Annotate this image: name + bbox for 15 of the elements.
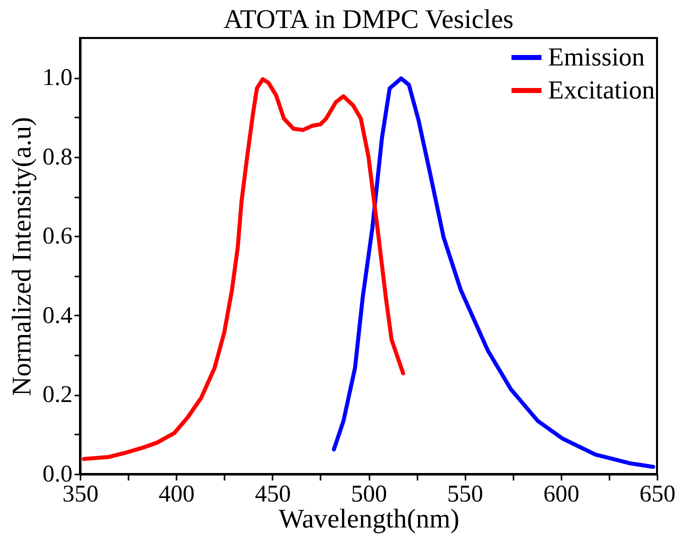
y-tick-label: 0.2 — [42, 382, 72, 408]
chart-title: ATOTA in DMPC Vesicles — [223, 4, 514, 34]
x-tick-label: 650 — [640, 482, 676, 508]
legend-label: Excitation — [548, 76, 655, 104]
x-tick-label: 400 — [158, 482, 195, 508]
x-tick-label: 350 — [62, 482, 98, 508]
y-tick-label: 1.0 — [42, 65, 72, 92]
y-tick-label: 0.4 — [42, 302, 72, 329]
line-series — [332, 76, 656, 469]
y-axis-title: Normalized Intensity(a.u) — [6, 117, 36, 396]
x-tick-label: 600 — [543, 482, 580, 508]
y-tick-label: 0.8 — [42, 144, 72, 170]
line-series — [82, 77, 406, 461]
y-tick-label: 0.6 — [42, 224, 72, 250]
legend-label: Emission — [548, 42, 645, 72]
